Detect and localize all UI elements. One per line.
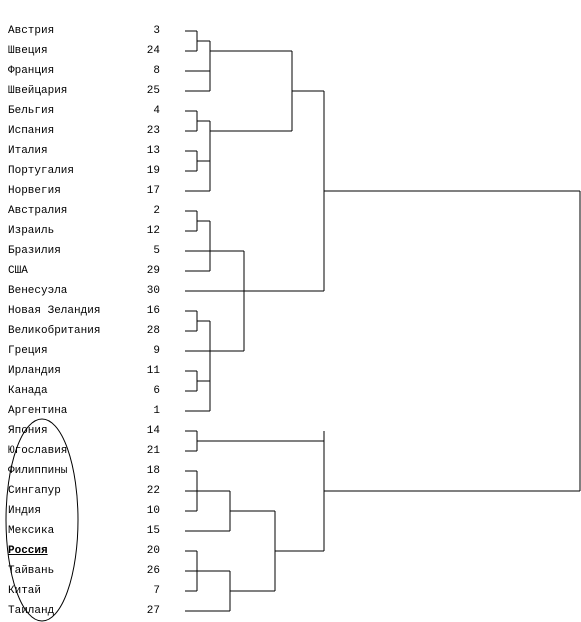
leaf-label: Португалия (8, 165, 75, 177)
leaf-number: 4 (153, 105, 160, 117)
leaf-label: Греция (8, 345, 48, 357)
leaf-label: Израиль (8, 225, 55, 237)
leaf-number: 7 (153, 585, 160, 597)
leaf-number: 9 (153, 345, 160, 357)
leaf-label: Китай (8, 585, 42, 597)
leaf-number: 28 (146, 325, 160, 337)
leaf-label: Канада (8, 385, 48, 397)
leaf-number: 18 (146, 465, 160, 477)
leaf-number: 21 (146, 445, 160, 457)
leaf-number: 15 (146, 525, 160, 537)
leaf-label: Югославия (8, 445, 68, 457)
highlight-ellipse (5, 418, 79, 622)
leaf-number: 19 (146, 165, 160, 177)
leaf-number: 29 (146, 265, 160, 277)
leaf-number: 5 (153, 245, 160, 257)
leaf-label: Аргентина (8, 405, 68, 417)
leaf-label: Мексика (8, 525, 55, 537)
leaf-number: 27 (146, 605, 160, 617)
leaf-label: Венесуэла (8, 285, 68, 297)
leaf-label: Норвегия (8, 185, 61, 197)
leaf-number: 6 (153, 385, 160, 397)
leaf-number: 10 (146, 505, 160, 517)
leaf-number: 25 (146, 85, 160, 97)
leaf-label: Новая Зеландия (8, 305, 101, 317)
leaf-label: Филиппины (8, 465, 68, 477)
leaf-number: 8 (153, 65, 160, 77)
leaf-label: Австрия (8, 25, 55, 37)
leaf-label: Бразилия (8, 245, 61, 257)
leaf-label: Швеция (8, 45, 48, 57)
leaf-label: Бельгия (8, 105, 55, 117)
leaf-number: 24 (146, 45, 160, 57)
leaf-number: 30 (146, 285, 160, 297)
leaf-number: 1 (153, 405, 160, 417)
leaf-label: Япония (8, 425, 48, 437)
leaf-label: США (8, 265, 28, 277)
leaf-label: Таиланд (8, 605, 55, 617)
leaf-number: 13 (146, 145, 160, 157)
leaf-label: Франция (8, 65, 55, 77)
leaf-label: Италия (8, 145, 48, 157)
leaf-label: Россия (8, 545, 48, 557)
leaf-number: 11 (146, 365, 160, 377)
leaf-number: 23 (146, 125, 160, 137)
leaf-label: Сингапур (8, 485, 61, 497)
leaf-number: 2 (153, 205, 160, 217)
leaf-number: 20 (146, 545, 160, 557)
leaf-label: Тайвань (8, 565, 55, 577)
leaf-number: 16 (146, 305, 160, 317)
leaf-number: 22 (146, 485, 160, 497)
leaf-label: Ирландия (8, 365, 61, 377)
leaf-number: 3 (153, 25, 160, 37)
leaf-label: Швейцария (8, 85, 68, 97)
leaf-number: 14 (146, 425, 160, 437)
leaf-label: Индия (8, 505, 42, 517)
leaf-label: Испания (8, 125, 55, 137)
leaf-label: Великобритания (8, 325, 101, 337)
leaf-number: 26 (146, 565, 160, 577)
leaf-label: Австралия (8, 205, 68, 217)
leaf-number: 17 (146, 185, 160, 197)
leaf-number: 12 (146, 225, 160, 237)
